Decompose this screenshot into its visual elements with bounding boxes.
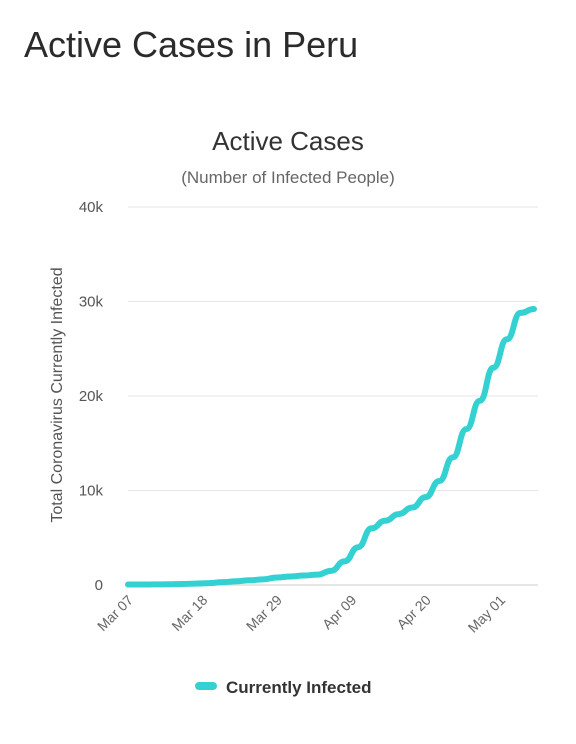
x-tick-label: Apr 09: [319, 592, 360, 633]
y-tick-label: 30k: [79, 294, 104, 311]
series-line-currently-infected: [125, 306, 537, 588]
y-tick-label: 10k: [79, 483, 104, 500]
x-tick-label: Apr 20: [393, 592, 434, 633]
page-title: Active Cases in Peru: [24, 24, 359, 65]
x-tick-label: Mar 29: [243, 592, 285, 634]
chart-title: Active Cases: [212, 126, 364, 156]
y-axis-label: Total Coronavirus Currently Infected: [49, 267, 66, 522]
y-axis-ticks: 0 10k 20k 30k 40k: [79, 199, 104, 594]
chart-subtitle: (Number of Infected People): [181, 168, 395, 187]
x-tick-label: Mar 18: [168, 592, 210, 634]
y-tick-label: 0: [95, 577, 103, 594]
x-tick-label: Mar 07: [94, 592, 136, 634]
x-tick-label: May 01: [465, 592, 509, 636]
legend-label: Currently Infected: [226, 678, 371, 697]
gridlines: [128, 206, 538, 586]
y-tick-label: 20k: [79, 388, 104, 405]
legend-swatch: [195, 682, 217, 690]
y-tick-label: 40k: [79, 199, 104, 216]
x-axis-ticks: Mar 07 Mar 18 Mar 29 Apr 09 Apr 20 May 01: [94, 592, 508, 636]
legend[interactable]: Currently Infected: [195, 678, 371, 697]
